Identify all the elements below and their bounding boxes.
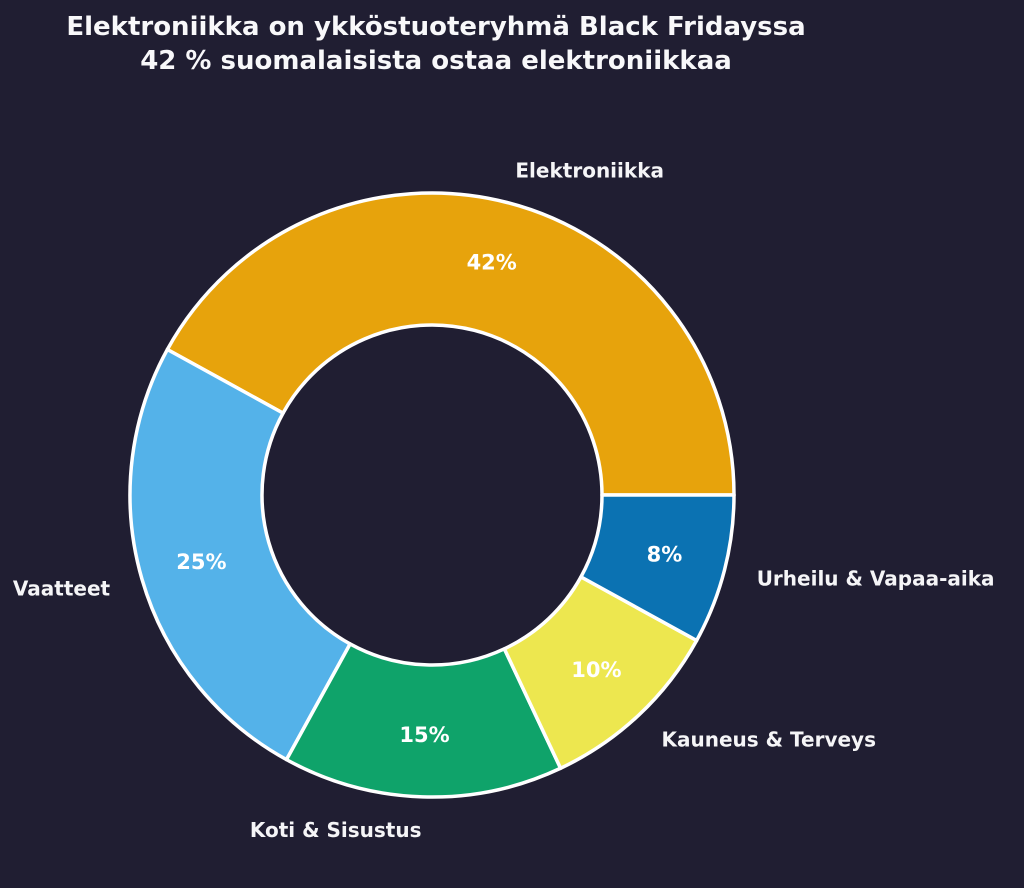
slice-percent-label-3: 10%: [571, 658, 621, 682]
slice-category-label-0: Elektroniikka: [515, 158, 664, 182]
slice-category-label-3: Kauneus & Terveys: [662, 727, 877, 751]
chart-title: Elektroniikka on ykköstuoteryhmä Black F…: [0, 10, 872, 79]
chart-title-line2: 42 % suomalaisista ostaa elektroniikkaa: [140, 46, 732, 77]
slice-percent-label-0: 42%: [467, 251, 517, 275]
slice-percent-label-4: 8%: [647, 543, 683, 567]
slice-category-label-4: Urheilu & Vapaa-aika: [757, 566, 995, 590]
chart-title-line1: Elektroniikka on ykköstuoteryhmä Black F…: [66, 12, 806, 42]
pie-slice-2: [284, 642, 563, 799]
slice-category-label-2: Koti & Sisustus: [250, 818, 422, 842]
slice-category-label-1: Vaatteet: [13, 577, 111, 601]
pie-slice-0: [165, 191, 736, 497]
slice-percent-label-1: 25%: [176, 550, 226, 574]
slice-percent-label-2: 15%: [399, 723, 449, 747]
pie-slice-1: [128, 347, 352, 762]
pie-slice-4: [579, 493, 736, 643]
